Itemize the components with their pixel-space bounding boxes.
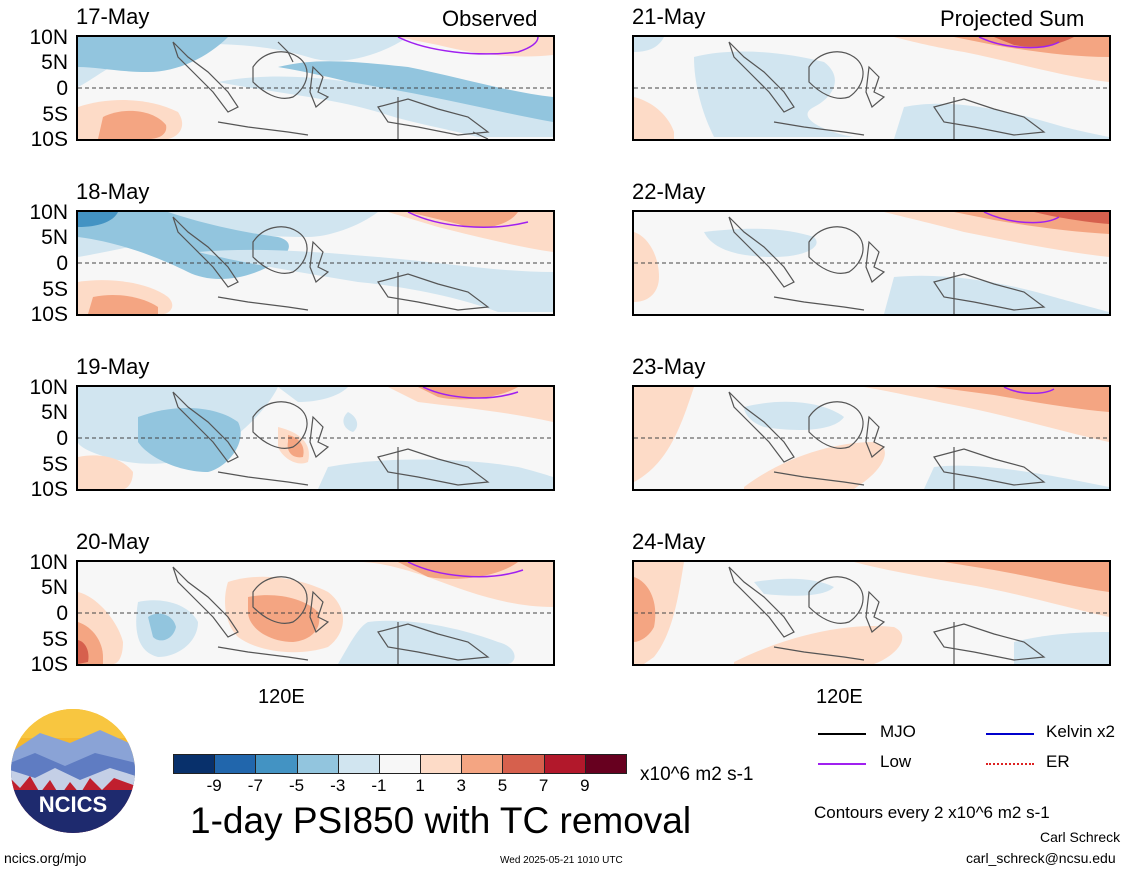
colorbar-tick-label: 3 bbox=[456, 776, 466, 795]
colorbar-swatch bbox=[502, 754, 545, 774]
colorbar-tick-label: 7 bbox=[538, 776, 549, 795]
panel-date-label: 17-May bbox=[76, 4, 150, 29]
colorbar-swatch bbox=[296, 754, 339, 774]
colorbar-swatch bbox=[420, 754, 463, 774]
lat-label: 5S bbox=[42, 103, 68, 126]
colorbar-tick-label: 9 bbox=[580, 776, 590, 795]
colorbar-tick-label: -5 bbox=[288, 776, 305, 795]
map-panel-19may bbox=[76, 385, 555, 491]
footer-timestamp: Wed 2025-05-21 1010 UTC bbox=[500, 855, 623, 866]
panel-date-label: 24-May bbox=[632, 529, 706, 554]
observed-header: Observed bbox=[442, 6, 538, 31]
longitude-label: 120E bbox=[258, 686, 305, 708]
map-panel-20may bbox=[76, 560, 555, 666]
map-panel-21may bbox=[632, 35, 1111, 141]
colorbar-tick-label: -3 bbox=[330, 776, 346, 795]
colorbar-swatch bbox=[214, 754, 257, 774]
legend-label-kelvin: Kelvin x2 bbox=[1046, 722, 1115, 741]
lat-label: 5S bbox=[42, 628, 68, 651]
colorbar-swatch bbox=[543, 754, 586, 774]
lat-label: 5N bbox=[41, 226, 68, 249]
ncics-logo: NCICS bbox=[10, 708, 136, 834]
legend-swatch-kelvin bbox=[986, 733, 1034, 735]
legend-swatch-er bbox=[986, 763, 1034, 765]
lat-label: 0 bbox=[56, 427, 68, 450]
lat-label: 10S bbox=[30, 653, 68, 676]
footer-url[interactable]: ncics.org/mjo bbox=[4, 850, 87, 866]
panel-date-label: 23-May bbox=[632, 354, 706, 379]
colorbar-units: x10^6 m2 s-1 bbox=[640, 764, 754, 785]
lat-label: 5N bbox=[41, 401, 68, 424]
lat-label: 0 bbox=[56, 252, 68, 275]
logo-text: NCICS bbox=[39, 792, 107, 817]
map-panel-18may bbox=[76, 210, 555, 316]
colorbar-swatch bbox=[584, 754, 627, 774]
legend-swatch-mjo bbox=[818, 733, 866, 735]
colorbar-swatch bbox=[461, 754, 504, 774]
colorbar-tick-label: 5 bbox=[497, 776, 508, 795]
colorbar-tick-label: -1 bbox=[371, 776, 387, 795]
lat-label: 10N bbox=[29, 201, 68, 224]
colorbar-swatch bbox=[378, 754, 422, 774]
lat-label: 10N bbox=[29, 551, 68, 574]
map-panel-23may bbox=[632, 385, 1111, 491]
panel-date-label: 18-May bbox=[76, 179, 150, 204]
colorbar-tick-label: 1 bbox=[415, 776, 425, 795]
colorbar: -9 -7 -5 -3 -1 1 3 5 7 9 bbox=[173, 754, 628, 804]
panel-date-label: 19-May bbox=[76, 354, 150, 379]
contour-note: Contours every 2 x10^6 m2 s-1 bbox=[814, 803, 1050, 822]
lat-label: 10S bbox=[30, 478, 68, 501]
footer-author: Carl Schreck bbox=[1040, 829, 1121, 845]
lat-label: 5S bbox=[42, 453, 68, 476]
legend-label-mjo: MJO bbox=[880, 722, 916, 741]
map-panel-24may bbox=[632, 560, 1111, 666]
colorbar-tick-label: -9 bbox=[206, 776, 222, 795]
map-panel-17may bbox=[76, 35, 555, 141]
lat-label: 5S bbox=[42, 278, 68, 301]
colorbar-tick-label: -7 bbox=[247, 776, 263, 795]
lat-label: 10S bbox=[30, 128, 68, 151]
colorbar-swatch bbox=[173, 754, 216, 774]
legend-swatch-low bbox=[818, 763, 866, 765]
lat-label: 10S bbox=[30, 303, 68, 326]
main-title: 1-day PSI850 with TC removal bbox=[190, 800, 692, 841]
lat-label: 0 bbox=[56, 77, 68, 100]
panel-date-label: 22-May bbox=[632, 179, 706, 204]
lat-label: 0 bbox=[56, 602, 68, 625]
lat-label: 10N bbox=[29, 26, 68, 49]
lat-label: 5N bbox=[41, 51, 68, 74]
lat-label: 10N bbox=[29, 376, 68, 399]
map-panel-22may bbox=[632, 210, 1111, 316]
projected-sum-header: Projected Sum bbox=[940, 6, 1085, 31]
colorbar-swatch bbox=[337, 754, 380, 774]
legend-label-low: Low bbox=[880, 752, 912, 771]
lat-label: 5N bbox=[41, 576, 68, 599]
panel-date-label: 21-May bbox=[632, 4, 706, 29]
colorbar-swatch bbox=[255, 754, 298, 774]
panel-date-label: 20-May bbox=[76, 529, 150, 554]
legend-label-er: ER bbox=[1046, 752, 1070, 771]
footer-email[interactable]: carl_schreck@ncsu.edu bbox=[966, 850, 1116, 866]
longitude-label: 120E bbox=[816, 686, 863, 708]
